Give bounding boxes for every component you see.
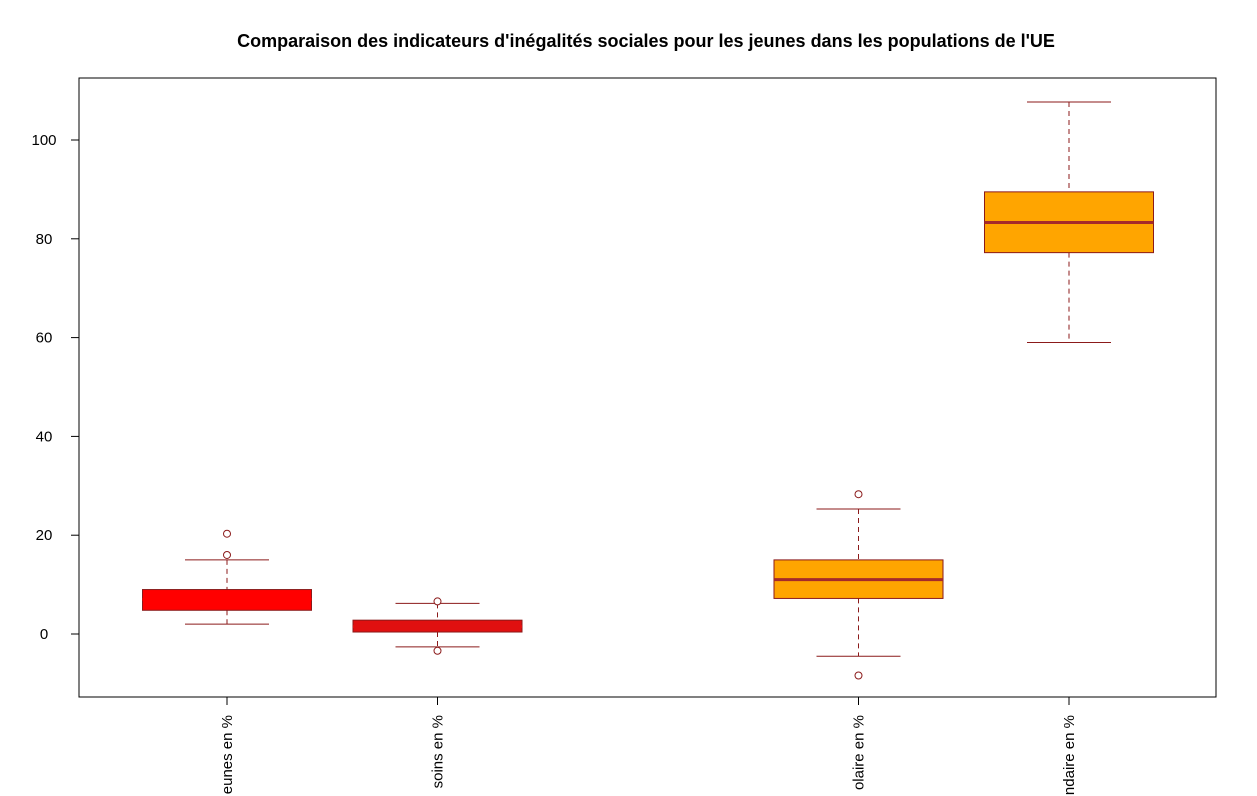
y-tick-label: 60 [36,330,53,347]
outlier-point [854,671,863,680]
x-category-label: soins en % [430,715,447,788]
outlier-point [433,646,442,655]
x-category-label: olaire en % [851,715,868,790]
x-category-label: ndaire en % [1061,715,1078,795]
y-tick-label: 40 [36,428,53,445]
y-tick-label: 20 [36,527,53,544]
box-2 [352,597,523,655]
chart-title: Comparaison des indicateurs d'inégalités… [237,31,1055,51]
y-tick-label: 80 [36,231,53,248]
x-category-label: eunes en % [219,715,236,794]
boxes-layer [142,101,1154,680]
outlier-point [223,529,231,538]
box-1 [142,529,312,625]
x-axis-labels: eunes en % soins en % olaire en % ndaire en… [219,697,1078,795]
y-tick-label: 100 [31,132,56,149]
y-axis: 0 20 40 60 80 100 [31,132,80,643]
outlier-point [854,490,863,499]
y-tick-label: 0 [40,626,48,643]
outlier-point [433,597,442,606]
box-3 [773,490,944,680]
outlier-point [223,550,231,559]
box-4 [984,101,1154,344]
